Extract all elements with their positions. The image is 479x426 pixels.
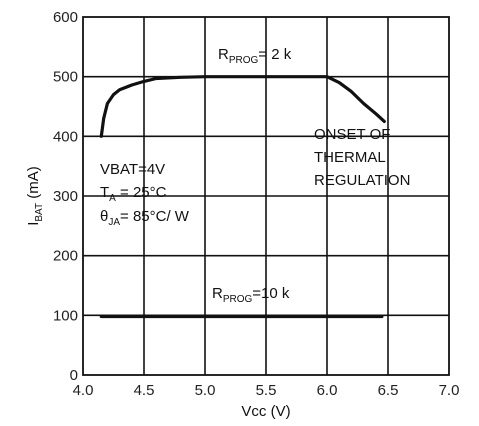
y-tick-label: 0	[70, 367, 78, 384]
x-tick-label: 6.0	[317, 382, 338, 399]
annotation-theta: θJA= 85°C/ W	[100, 208, 190, 228]
annotation-vbat: VBAT=4V	[100, 161, 165, 178]
x-axis-label: Vcc (V)	[241, 403, 290, 420]
x-tick-label: 5.0	[195, 382, 216, 399]
y-tick-label: 200	[53, 248, 78, 265]
x-tick-label: 7.0	[439, 382, 460, 399]
y-axis-label: IBAT (mA)	[25, 166, 45, 226]
annotation-onset: ONSET OF THERMAL REGULATION	[314, 126, 410, 189]
series-layer	[99, 75, 386, 319]
x-tick-label: 4.5	[134, 382, 155, 399]
x-tick-label: 6.5	[378, 382, 399, 399]
tick-labels: 4.0 4.5 5.0 5.5 6.0 6.5 7.0 0 100 200 300 400 500 600	[53, 9, 459, 399]
y-tick-label: 600	[53, 9, 78, 26]
y-tick-label: 300	[53, 188, 78, 205]
annotation-rprog-10k: RPROG=10 k	[212, 285, 290, 305]
series-line-rprog-2k	[99, 75, 386, 138]
y-tick-label: 500	[53, 69, 78, 86]
y-tick-label: 400	[53, 128, 78, 145]
y-tick-label: 100	[53, 307, 78, 324]
x-tick-label: 5.5	[256, 382, 277, 399]
plot-frame	[82, 16, 450, 376]
annotation-ta: TA = 25°C	[100, 184, 167, 204]
annotation-rprog-2k: RPROG= 2 k	[218, 46, 292, 66]
x-tick-label: 4.0	[73, 382, 94, 399]
